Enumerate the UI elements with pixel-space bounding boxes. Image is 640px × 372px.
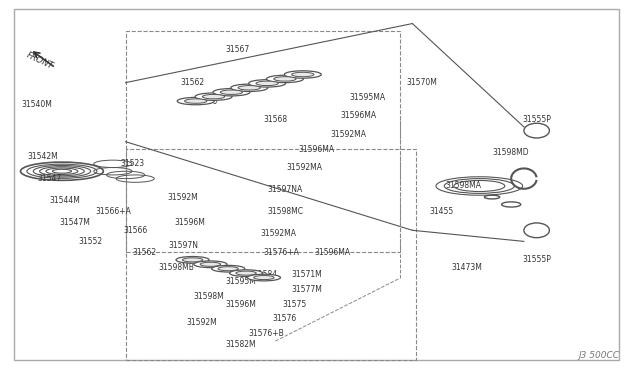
Text: 31567: 31567 [225, 45, 250, 54]
Ellipse shape [218, 267, 239, 271]
Ellipse shape [247, 274, 280, 281]
Text: 31598MD: 31598MD [493, 148, 529, 157]
Text: 31576+B: 31576+B [248, 329, 284, 338]
Text: 31576+A: 31576+A [264, 248, 300, 257]
Text: 31592MA: 31592MA [286, 163, 322, 172]
Text: 31575: 31575 [282, 300, 307, 309]
Text: 31592MA: 31592MA [260, 230, 296, 238]
Text: 31596MA: 31596MA [340, 111, 376, 121]
Text: 31597NA: 31597NA [268, 185, 303, 194]
Text: 31542M: 31542M [28, 152, 58, 161]
Ellipse shape [195, 93, 232, 100]
Ellipse shape [256, 81, 278, 86]
Text: 31547: 31547 [37, 174, 61, 183]
Text: 31598MB: 31598MB [159, 263, 195, 272]
Text: 31455: 31455 [429, 207, 453, 217]
Ellipse shape [236, 271, 256, 275]
Ellipse shape [194, 261, 227, 267]
Text: 31592M: 31592M [168, 193, 198, 202]
Ellipse shape [238, 86, 260, 90]
Text: 31555P: 31555P [522, 255, 551, 264]
Text: 31473M: 31473M [451, 263, 482, 272]
Ellipse shape [253, 276, 274, 280]
Ellipse shape [274, 77, 296, 81]
Text: 31596MA: 31596MA [315, 248, 351, 257]
Text: 31598M: 31598M [193, 292, 224, 301]
Ellipse shape [220, 90, 243, 94]
Text: 31595M: 31595M [225, 278, 256, 286]
Text: 31598MC: 31598MC [267, 207, 303, 217]
Text: 31566: 31566 [193, 97, 218, 106]
Ellipse shape [231, 84, 268, 92]
Text: 31592M: 31592M [187, 318, 218, 327]
Ellipse shape [200, 262, 221, 266]
Text: 31547M: 31547M [60, 218, 90, 227]
Text: 31555P: 31555P [522, 115, 551, 124]
Text: 31570M: 31570M [406, 78, 437, 87]
Text: 31584: 31584 [254, 270, 278, 279]
Ellipse shape [212, 265, 245, 272]
Text: 31540M: 31540M [21, 100, 52, 109]
Ellipse shape [284, 71, 321, 78]
Text: 31571M: 31571M [292, 270, 323, 279]
Ellipse shape [177, 97, 214, 105]
Text: 31596M: 31596M [174, 218, 205, 227]
Text: 31595MA: 31595MA [349, 93, 386, 102]
Text: J3 500CC: J3 500CC [579, 350, 620, 359]
Ellipse shape [248, 80, 285, 87]
Text: 31566+A: 31566+A [95, 207, 131, 217]
Text: FRONT: FRONT [25, 50, 54, 71]
Text: 31523: 31523 [120, 159, 144, 169]
Text: 31597N: 31597N [168, 241, 198, 250]
Ellipse shape [202, 94, 225, 99]
Ellipse shape [292, 72, 314, 77]
Text: 31598MA: 31598MA [445, 182, 481, 190]
Bar [125, 149, 415, 359]
Text: 31592MA: 31592MA [331, 130, 367, 139]
Ellipse shape [266, 75, 303, 83]
Bar [125, 31, 399, 253]
Text: 31596M: 31596M [225, 300, 256, 309]
Text: 31566: 31566 [123, 226, 147, 235]
Text: 31562: 31562 [180, 78, 205, 87]
Ellipse shape [213, 89, 250, 96]
Ellipse shape [184, 99, 207, 103]
Ellipse shape [176, 257, 209, 263]
Text: 31544M: 31544M [50, 196, 81, 205]
Ellipse shape [182, 258, 203, 262]
Text: 31576: 31576 [273, 314, 297, 323]
Text: 31568: 31568 [263, 115, 287, 124]
Text: 31596MA: 31596MA [299, 145, 335, 154]
Text: 31577M: 31577M [292, 285, 323, 294]
Text: 31582M: 31582M [225, 340, 255, 349]
Text: 31562: 31562 [132, 248, 157, 257]
Text: 31552: 31552 [79, 237, 102, 246]
Ellipse shape [230, 270, 262, 276]
